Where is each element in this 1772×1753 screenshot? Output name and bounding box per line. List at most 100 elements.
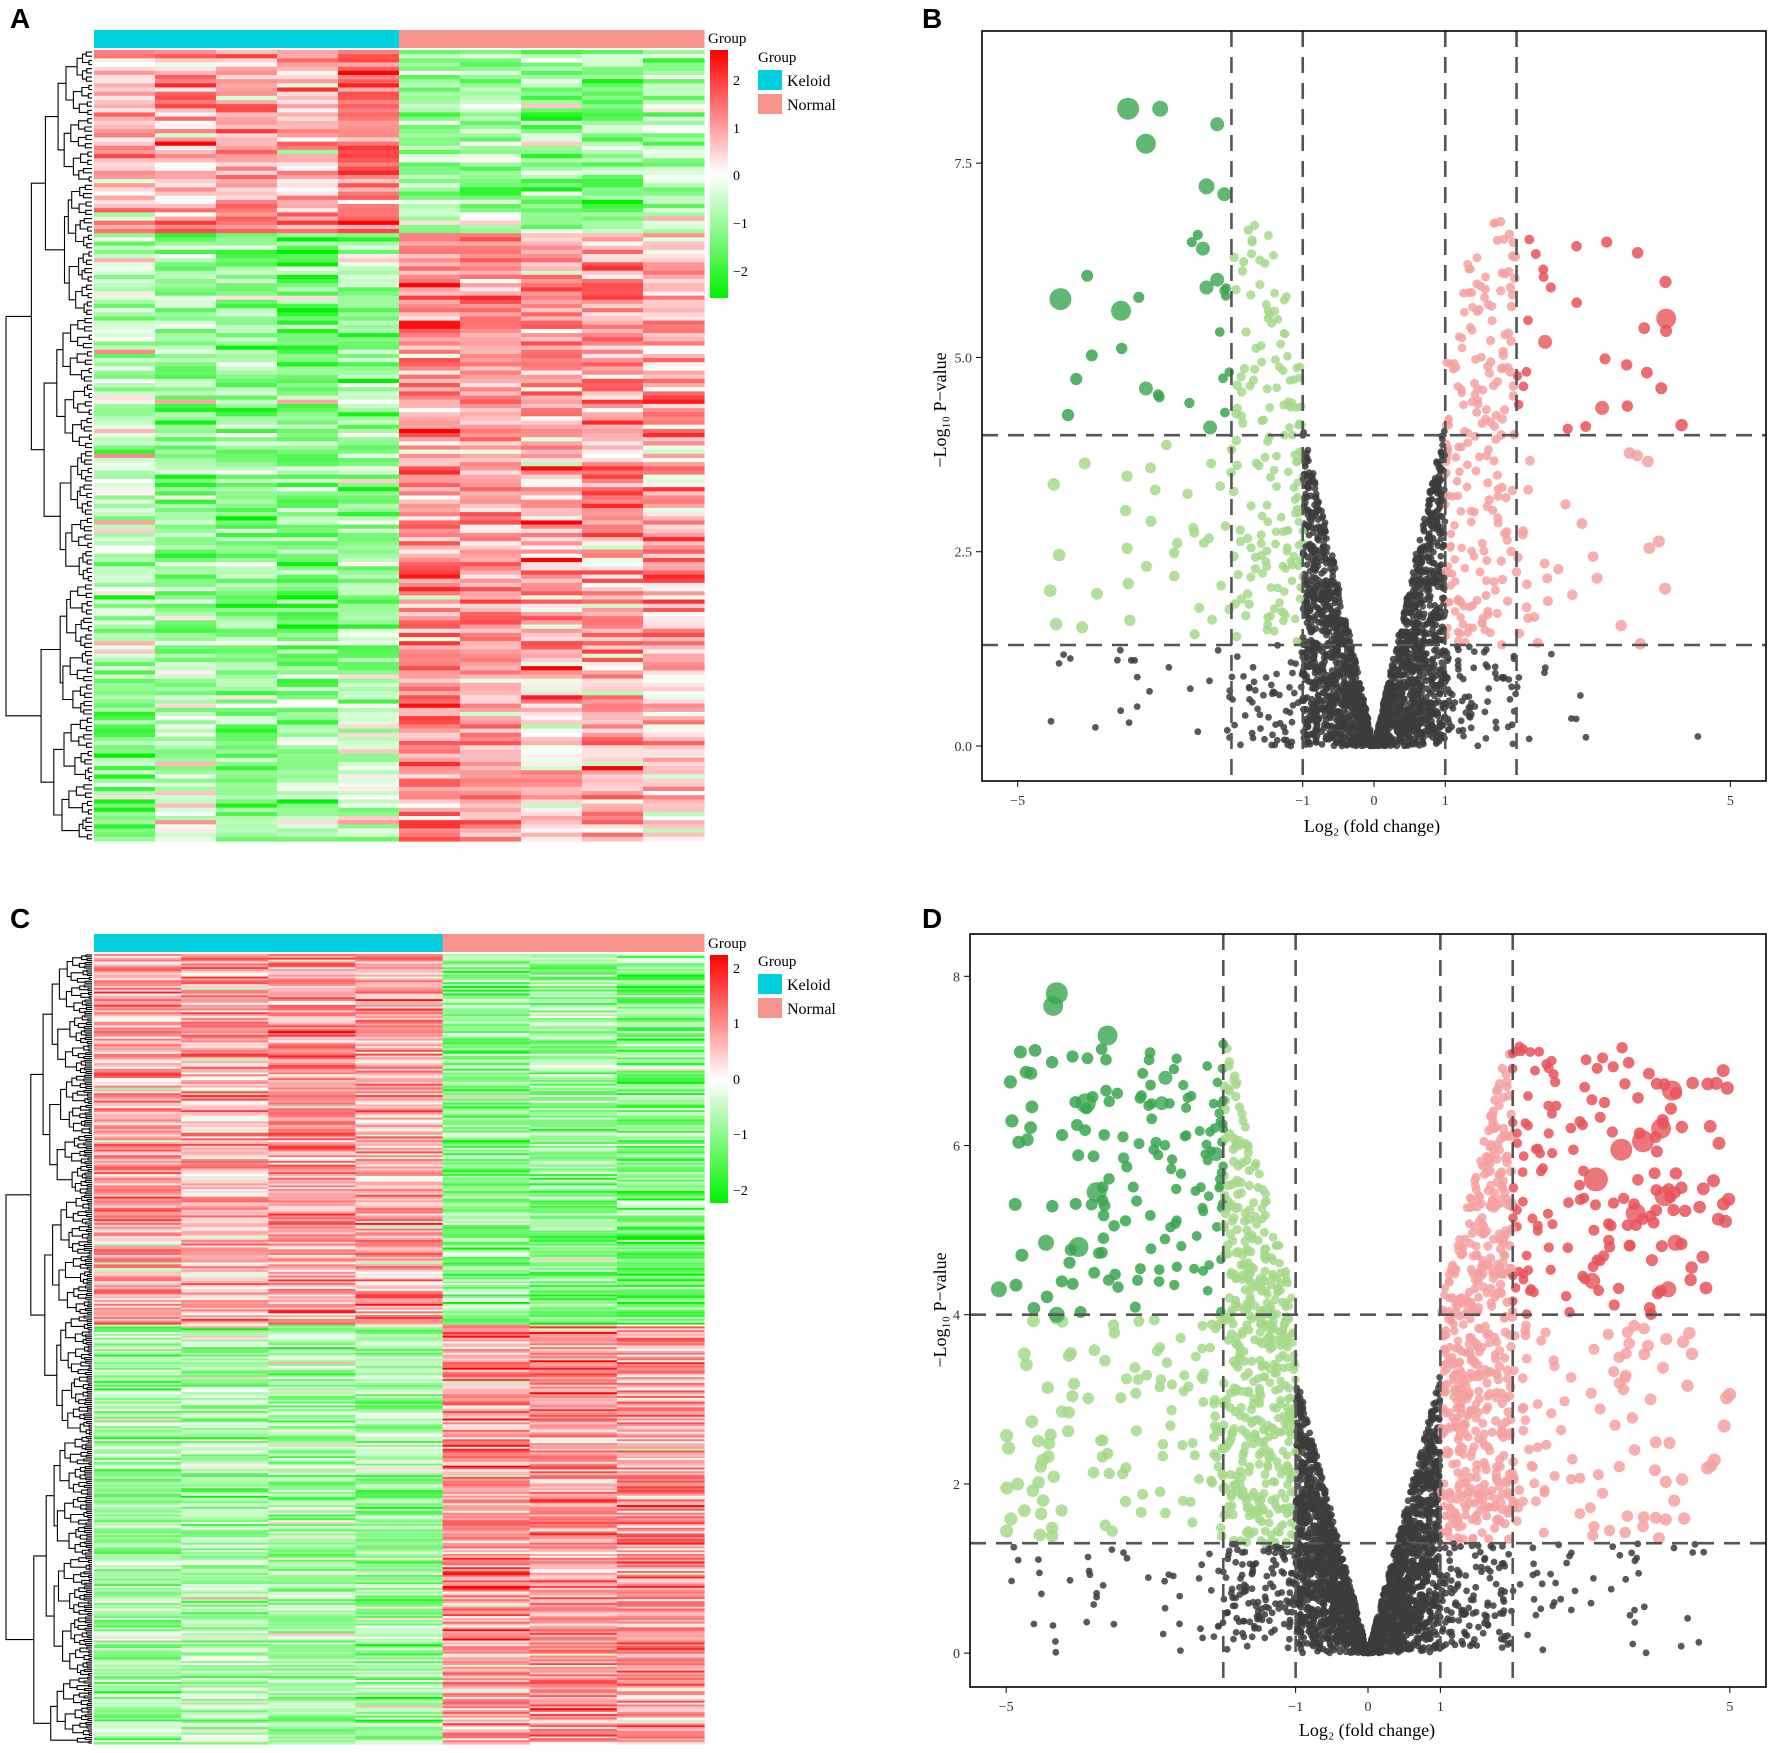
heatmap-cell [529, 1352, 618, 1356]
heatmap-cell [338, 607, 400, 613]
heatmap-cell [277, 349, 339, 355]
heatmap-cell [216, 778, 278, 784]
heatmap-cell [181, 1360, 269, 1363]
heatmap-cell [268, 1715, 357, 1719]
heatmap-cell [460, 562, 522, 567]
heatmap-cell [94, 1283, 182, 1286]
heatmap-cell [616, 1232, 705, 1235]
heatmap-cell [277, 133, 339, 139]
heatmap-cell [399, 537, 461, 542]
heatmap-cell [277, 149, 339, 155]
heatmap-cell [529, 1497, 618, 1501]
heatmap-cell [94, 1471, 182, 1474]
heatmap-cell [216, 836, 278, 842]
heatmap-cell [460, 303, 522, 309]
heatmap-cell [94, 632, 156, 638]
heatmap-cell [442, 1108, 531, 1111]
heatmap-cell [268, 1491, 357, 1495]
heatmap-cell [460, 441, 522, 447]
heatmap-cell [94, 1490, 182, 1493]
heatmap-cell [529, 1405, 618, 1408]
heatmap-cell [521, 466, 583, 472]
heatmap-cell [181, 1279, 269, 1282]
heatmap-cell [355, 1646, 444, 1649]
heatmap-cell [442, 1501, 531, 1504]
heatmap-cell [582, 545, 644, 551]
heatmap-cell [616, 1119, 705, 1122]
heatmap-cell [355, 1439, 444, 1442]
heatmap-cell [277, 657, 339, 663]
heatmap-cell [460, 99, 522, 105]
heatmap-cell [643, 162, 705, 168]
heatmap-cell [616, 1554, 705, 1557]
heatmap-cell [460, 391, 522, 397]
heatmap-cell [529, 1142, 618, 1145]
heatmap-cell [355, 987, 444, 991]
heatmap-cell [521, 761, 583, 767]
heatmap-cell [442, 1283, 531, 1286]
heatmap-cell [338, 370, 400, 376]
heatmap-cell [94, 1657, 182, 1660]
heatmap-cell [582, 820, 644, 825]
heatmap-cell [399, 428, 461, 434]
heatmap-cell [616, 1051, 705, 1055]
heatmap-cell [94, 1085, 182, 1089]
heatmap-cell [460, 495, 522, 501]
heatmap-cell [216, 299, 278, 305]
heatmap-cell [399, 212, 461, 218]
heatmap-cell [442, 1507, 531, 1510]
heatmap-cell [355, 1345, 444, 1348]
heatmap-cell [268, 1467, 357, 1470]
heatmap-cell [94, 1264, 182, 1267]
heatmap-cell [529, 1621, 618, 1625]
heatmap-cell [355, 1021, 444, 1025]
heatmap-cell [277, 358, 339, 363]
heatmap-cell [529, 1234, 618, 1237]
heatmap-cell [268, 1277, 357, 1280]
heatmap-cell [216, 433, 278, 438]
heatmap-cell [582, 691, 644, 696]
heatmap-cell [355, 1226, 444, 1230]
heatmap-cell [155, 720, 217, 726]
heatmap-cell [268, 1153, 357, 1156]
heatmap-cell [529, 1140, 618, 1143]
heatmap-cell [616, 1491, 705, 1495]
heatmap-cell [616, 1296, 705, 1299]
heatmap-cell [460, 666, 522, 671]
heatmap-cell [529, 1328, 618, 1331]
heatmap-cell [399, 520, 461, 526]
heatmap-cell [268, 1027, 357, 1030]
heatmap-cell [529, 1706, 618, 1709]
heatmap-cell [181, 1288, 269, 1292]
heatmap-cell [529, 1710, 618, 1713]
heatmap-cell [355, 1138, 444, 1141]
heatmap-cell [442, 1552, 531, 1555]
heatmap-cell [181, 1712, 269, 1715]
heatmap-cell [442, 1089, 531, 1092]
heatmap-cell [616, 980, 705, 983]
heatmap-cell [616, 984, 705, 987]
heatmap-cell [268, 1377, 357, 1380]
heatmap-cell [355, 1143, 444, 1147]
heatmap-cell [155, 320, 217, 326]
heatmap-cell [268, 1102, 357, 1106]
heatmap-cell [355, 1529, 444, 1533]
heatmap-cell [216, 449, 278, 455]
heatmap-cell [338, 562, 400, 567]
heatmap-cell [442, 1335, 531, 1339]
heatmap-cell [94, 1625, 182, 1628]
heatmap-cell [94, 1461, 182, 1465]
heatmap-cell [355, 1110, 444, 1113]
heatmap-cell [268, 1318, 357, 1322]
heatmap-cell [94, 1409, 182, 1412]
heatmap-cell [529, 1665, 618, 1668]
heatmap-cell [338, 782, 400, 788]
heatmap-cell [268, 1093, 357, 1096]
heatmap-cell [155, 291, 217, 297]
heatmap-cell [94, 1149, 182, 1153]
heatmap-cell [616, 963, 705, 966]
heatmap-cell [442, 1271, 531, 1275]
heatmap-cell [94, 1318, 182, 1322]
heatmap-cell [355, 1488, 444, 1491]
heatmap-cell [442, 1249, 531, 1252]
